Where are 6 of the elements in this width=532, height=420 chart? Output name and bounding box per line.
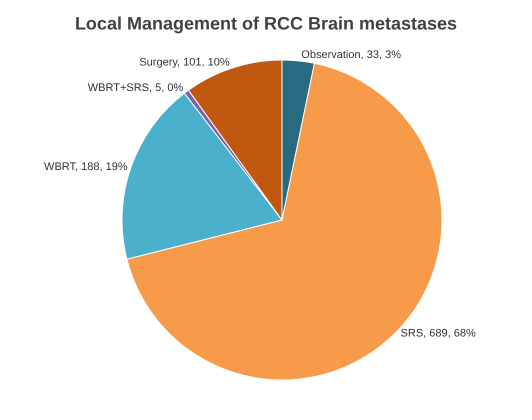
slice-label: WBRT+SRS, 5, 0% [88, 82, 184, 94]
slice-label: Observation, 33, 3% [301, 48, 402, 61]
slice-label: Surgery, 101, 10% [139, 56, 230, 68]
slice-label: SRS, 689, 68% [400, 328, 476, 340]
chart-title: Local Management of RCC Brain metastases [74, 13, 458, 34]
slice-label: WBRT, 188, 19% [44, 160, 128, 173]
